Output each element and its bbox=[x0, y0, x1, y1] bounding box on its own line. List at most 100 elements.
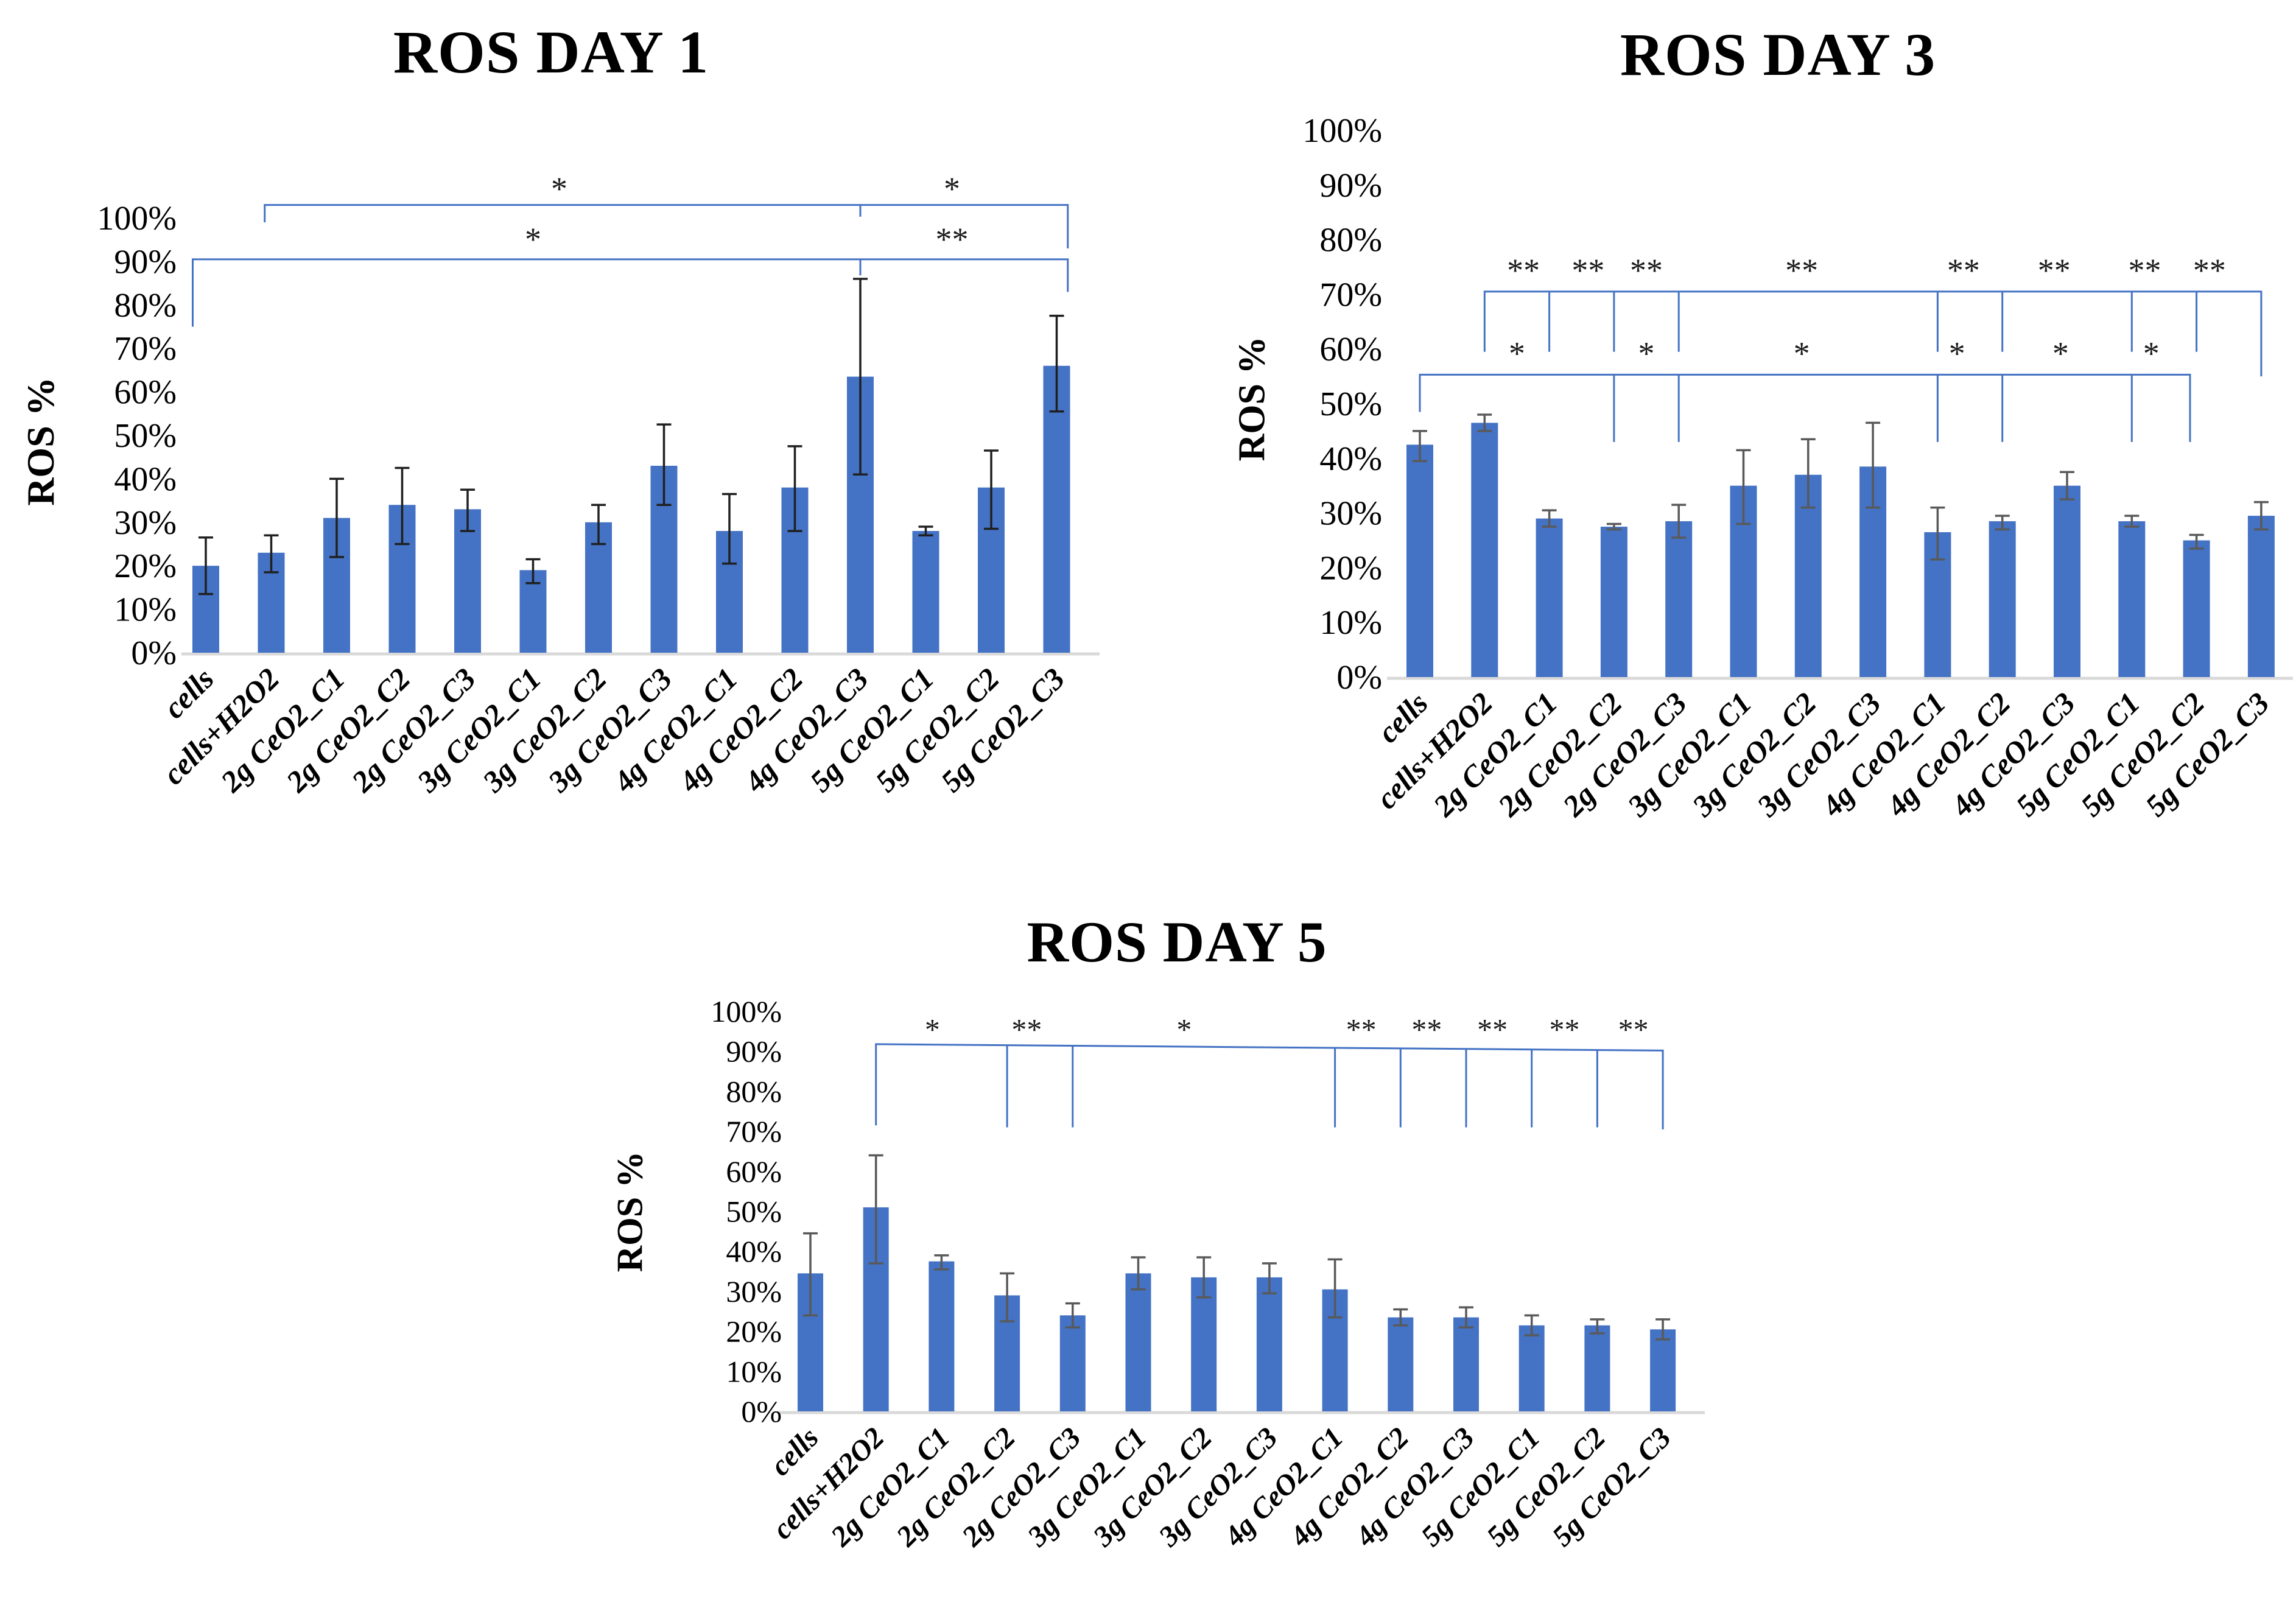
error-bar-5g-ceo2-c1 bbox=[918, 525, 933, 536]
y-tick-label: 80% bbox=[726, 1074, 782, 1108]
y-axis-labels: 0% 10% 20% 30% 40% 50% 60% 70% 80% 90% 100% bbox=[97, 200, 177, 672]
y-tick-label: 20% bbox=[726, 1315, 782, 1349]
significance-star: ** bbox=[2038, 252, 2071, 289]
bar-5g-ceo2-c2 bbox=[2183, 540, 2210, 677]
error-bar-3g-ceo2-c2 bbox=[1196, 1256, 1212, 1299]
significance-star: * bbox=[1794, 335, 1810, 371]
y-tick-label: 80% bbox=[1319, 222, 1382, 259]
significance-star: ** bbox=[936, 221, 969, 258]
bar-5g-ceo2-c1 bbox=[912, 531, 939, 653]
significance-bracket bbox=[192, 258, 1069, 327]
significance-star: * bbox=[1949, 335, 1965, 371]
y-tick-label: 20% bbox=[114, 547, 177, 585]
significance-group: * ** ** bbox=[192, 170, 1069, 327]
chart-ros-day-5: ROS DAY 5 ROS % 0% 10% 20% 30% 40% 50% 60% 70% 8… bbox=[548, 895, 1741, 1619]
y-tick-label: 0% bbox=[1336, 659, 1382, 697]
significance-star: ** bbox=[1507, 252, 1540, 289]
plot-area-day3: 0% 10% 20% 30% 40% 50% 60% 70% 80% 90% 100% cellsce… bbox=[1302, 112, 2293, 823]
bar-3g-ceo2-c3 bbox=[1256, 1277, 1282, 1411]
significance-star: * bbox=[925, 1013, 940, 1047]
y-tick-label: 30% bbox=[726, 1274, 782, 1308]
error-bar-4g-ceo2-c1 bbox=[1327, 1258, 1343, 1319]
bar-2g-ceo2-c2 bbox=[1600, 527, 1627, 677]
bar-2g-ceo2-c1 bbox=[1536, 518, 1563, 677]
y-tick-label: 10% bbox=[726, 1354, 782, 1388]
bar-cells bbox=[1406, 444, 1433, 677]
bar-4g-ceo2-c3 bbox=[1453, 1317, 1479, 1411]
error-bar-4g-ceo2-c2 bbox=[1393, 1308, 1408, 1327]
significance-star: ** bbox=[2193, 252, 2226, 289]
y-tick-label: 90% bbox=[114, 243, 177, 281]
chart-title-day3: ROS DAY 3 bbox=[1620, 21, 1936, 88]
chart-title-day5: ROS DAY 5 bbox=[1027, 910, 1327, 974]
error-bar-cells-h2o2 bbox=[1477, 413, 1492, 432]
significance-bracket bbox=[264, 204, 1069, 248]
y-tick-label: 100% bbox=[1302, 112, 1382, 150]
y-tick-label: 100% bbox=[97, 200, 177, 237]
y-tick-label: 100% bbox=[711, 994, 782, 1028]
bar-5g-ceo2-c1 bbox=[2118, 521, 2146, 677]
y-tick-label: 50% bbox=[726, 1195, 782, 1229]
error-bar-3g-ceo2-c3 bbox=[1262, 1262, 1277, 1294]
significance-star: ** bbox=[1571, 252, 1604, 289]
error-bar-3g-ceo2-c2 bbox=[591, 504, 606, 546]
bar-3g-ceo2-c1 bbox=[1125, 1273, 1151, 1411]
error-bar-5g-ceo2-c2 bbox=[2189, 533, 2204, 550]
y-tick-label: 60% bbox=[1319, 331, 1382, 368]
bar-2g-ceo2-c3 bbox=[1059, 1315, 1086, 1411]
bar-5g-ceo2-c3 bbox=[1650, 1329, 1676, 1411]
y-tick-label: 50% bbox=[114, 417, 177, 455]
bar-4g-ceo2-c2 bbox=[1989, 521, 2016, 677]
error-bar-2g-ceo2-c3 bbox=[1671, 504, 1687, 539]
significance-star: ** bbox=[2129, 252, 2161, 289]
y-tick-label: 40% bbox=[726, 1234, 782, 1268]
y-tick-label: 30% bbox=[1319, 495, 1382, 533]
bar-2g-ceo2-c1 bbox=[929, 1261, 955, 1411]
significance-star: * bbox=[551, 170, 567, 207]
error-bar-2g-ceo2-c1 bbox=[1542, 509, 1557, 528]
error-bar-4g-ceo2-c1 bbox=[1930, 506, 1945, 561]
error-bar-3g-ceo2-c3 bbox=[1866, 421, 1881, 509]
y-axis-labels: 0% 10% 20% 30% 40% 50% 60% 70% 80% 90% 100% bbox=[711, 994, 782, 1428]
bar-4g-ceo2-c3 bbox=[2054, 485, 2080, 677]
error-bar-5g-ceo2-c1 bbox=[1524, 1314, 1539, 1336]
error-bar-3g-ceo2-c1 bbox=[1736, 449, 1751, 525]
error-bar-2g-ceo2-c2 bbox=[1606, 522, 1621, 531]
significance-star: ** bbox=[1011, 1013, 1042, 1047]
plot-area-day1: 0% 10% 20% 30% 40% 50% 60% 70% 80% 90% 100% cellsce… bbox=[97, 170, 1100, 799]
error-bar-2g-ceo2-c3 bbox=[460, 488, 475, 532]
error-bar-4g-ceo2-c1 bbox=[722, 493, 737, 565]
bar-5g-ceo2-c1 bbox=[1518, 1325, 1545, 1411]
error-bar-5g-ceo2-c1 bbox=[2124, 514, 2140, 528]
error-bar-4g-ceo2-c2 bbox=[1995, 514, 2010, 531]
error-bar-3g-ceo2-c3 bbox=[656, 423, 672, 506]
error-bars-group bbox=[1413, 413, 2269, 561]
y-tick-label: 70% bbox=[114, 330, 177, 368]
bar-2g-ceo2-c3 bbox=[454, 509, 481, 653]
chart-ros-day-1: ROS DAY 1 ROS % 0% 10% 20% 30% 40% 50% 60% 70% 8… bbox=[0, 0, 1145, 895]
significance-star: ** bbox=[1346, 1013, 1377, 1047]
y-tick-label: 90% bbox=[1319, 167, 1382, 205]
y-tick-label: 70% bbox=[1319, 276, 1382, 314]
error-bars-group bbox=[803, 1154, 1671, 1341]
significance-star: * bbox=[1176, 1013, 1192, 1047]
significance-group: ** ** ** ** ** ** ** *** * * * * * bbox=[1419, 252, 2263, 442]
significance-star: ** bbox=[1477, 1013, 1508, 1047]
error-bar-4g-ceo2-c3 bbox=[853, 278, 868, 476]
significance-star: * bbox=[2052, 335, 2069, 371]
plot-area-day5: 0% 10% 20% 30% 40% 50% 60% 70% 80% 90% 100% cellsce… bbox=[711, 994, 1705, 1553]
y-axis-labels: 0% 10% 20% 30% 40% 50% 60% 70% 80% 90% 100% bbox=[1302, 112, 1382, 697]
y-tick-label: 60% bbox=[114, 374, 177, 412]
bar-3g-ceo2-c2 bbox=[1191, 1277, 1217, 1411]
significance-star: * bbox=[2143, 335, 2160, 371]
bar-2g-ceo2-c3 bbox=[1665, 521, 1693, 677]
significance-bracket bbox=[875, 1043, 1664, 1129]
error-bar-4g-ceo2-c3 bbox=[2060, 471, 2074, 500]
y-tick-label: 0% bbox=[131, 634, 177, 672]
bars-group bbox=[798, 1207, 1676, 1411]
error-bar-4g-ceo2-c2 bbox=[787, 445, 802, 532]
significance-bracket bbox=[1483, 290, 2263, 377]
